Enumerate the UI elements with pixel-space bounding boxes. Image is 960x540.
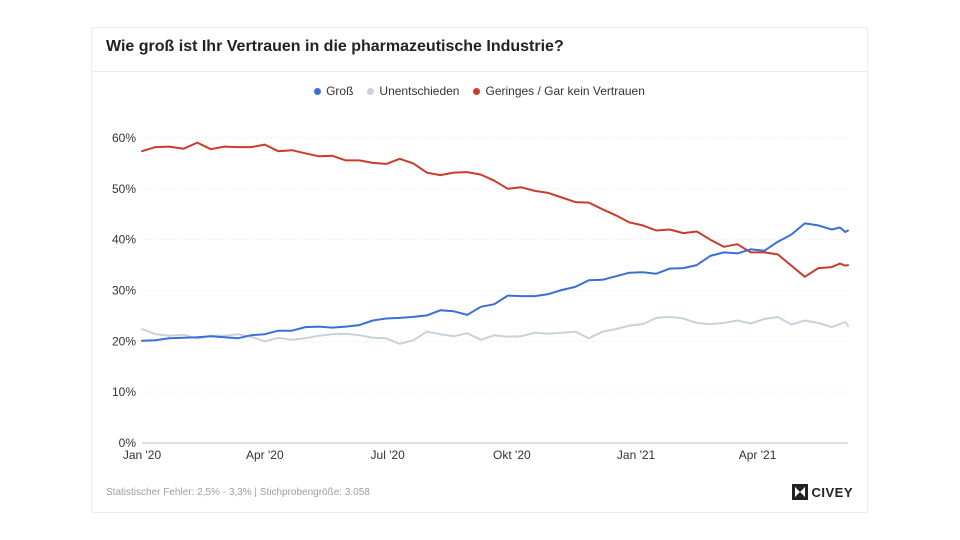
legend-item-unentschieden[interactable]: Unentschieden <box>367 84 459 98</box>
series-line-geringes-gar-kein-vertrauen[interactable] <box>141 141 849 278</box>
legend-item-geringes[interactable]: Geringes / Gar kein Vertrauen <box>473 84 645 98</box>
legend-dot-gross <box>314 87 322 95</box>
y-tick-label: 10% <box>112 385 136 399</box>
y-tick-label: 0% <box>119 436 137 450</box>
footnote: Statistischer Fehler: 2,5% - 3,3% | Stic… <box>106 487 370 498</box>
series-line-unentschieden[interactable] <box>141 315 849 345</box>
x-tick-label: Apr '21 <box>739 448 777 462</box>
civey-logo: CIVEY <box>792 484 853 500</box>
legend-dot-geringes <box>473 87 481 95</box>
legend-dot-unentschieden <box>367 87 375 95</box>
y-tick-label: 30% <box>112 284 136 298</box>
x-tick-label: Jul '20 <box>371 448 406 462</box>
series-line-gro-[interactable] <box>141 222 849 342</box>
chart-card: Wie groß ist Ihr Vertrauen in die pharma… <box>91 27 868 513</box>
y-axis-ticks: 0% 10% 20% 30% 40% 50% 60% <box>112 131 136 450</box>
y-tick-label: 20% <box>112 334 136 348</box>
x-tick-label: Jan '20 <box>123 448 162 462</box>
chart-legend: Groß Unentschieden Geringes / Gar kein V… <box>92 84 867 98</box>
civey-logo-icon <box>792 484 809 500</box>
x-tick-label: Okt '20 <box>493 448 531 462</box>
chart-title: Wie groß ist Ihr Vertrauen in die pharma… <box>106 38 564 55</box>
y-tick-label: 60% <box>112 131 136 145</box>
legend-label-geringes: Geringes / Gar kein Vertrauen <box>485 84 645 98</box>
x-axis-ticks: Jan '20 Apr '20 Jul '20 Okt '20 Jan '21 Apr '… <box>123 448 777 462</box>
y-tick-label: 40% <box>112 233 136 247</box>
grid-lines <box>142 137 848 444</box>
legend-label-unentschieden: Unentschieden <box>379 84 460 98</box>
civey-logo-text: CIVEY <box>811 484 853 500</box>
series-lines <box>141 141 849 345</box>
legend-item-gross[interactable]: Groß <box>314 84 353 98</box>
legend-label-gross: Groß <box>326 84 354 98</box>
x-tick-label: Apr '20 <box>246 448 284 462</box>
x-tick-label: Jan '21 <box>617 448 656 462</box>
y-tick-label: 50% <box>112 182 136 196</box>
title-divider <box>92 71 867 72</box>
